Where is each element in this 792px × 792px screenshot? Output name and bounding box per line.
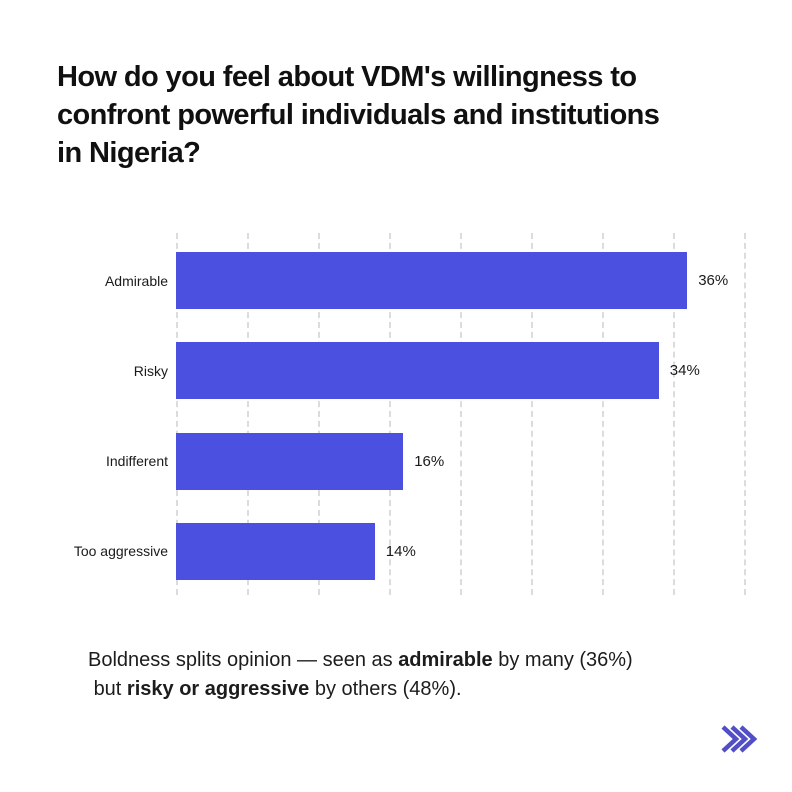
category-label: Risky [133,362,168,379]
category-label: Indifferent [105,453,168,470]
gridline-40 [744,233,746,595]
bar-row: Indifferent 16% [0,432,792,490]
bar-chart: Admirable 36% Risky 34% Indifferent 16% Too ag… [0,233,792,595]
category-label: Admirable [104,272,168,289]
caption-segment: admirable [398,649,493,671]
gridline-25 [531,233,533,595]
bar [176,432,404,490]
caption-segment: Boldness splits opinion — seen as [88,649,399,671]
value-label: 14% [385,542,416,560]
triple-chevron-right-icon [721,725,758,753]
gridline-15 [389,233,391,595]
gridline-35 [673,233,675,595]
gridline-10 [318,233,320,595]
bar [176,522,375,580]
bar [176,252,688,309]
gridline-0 [176,233,178,595]
value-label: 36% [698,272,729,289]
caption-segment: by others (48%). [309,678,462,700]
caption-segment: risky or aggressive [126,678,310,700]
category-label: Too aggressive [73,543,168,560]
bar-row: Admirable 36% [0,252,792,309]
next-slide-button[interactable] [714,720,766,758]
caption: Boldness splits opinion — seen as admira… [88,646,738,704]
gridline-5 [247,233,249,595]
page-title: How do you feel about VDM's willingness … [57,61,660,169]
value-label: 34% [669,362,700,380]
value-label: 16% [414,452,445,470]
bar-row: Risky 34% [0,342,792,400]
bar-row: Too aggressive 14% [0,522,792,580]
caption-segment: by many (36%) but [93,649,633,700]
gridline-30 [602,233,604,595]
bar [176,342,659,400]
gridline-20 [460,233,462,595]
